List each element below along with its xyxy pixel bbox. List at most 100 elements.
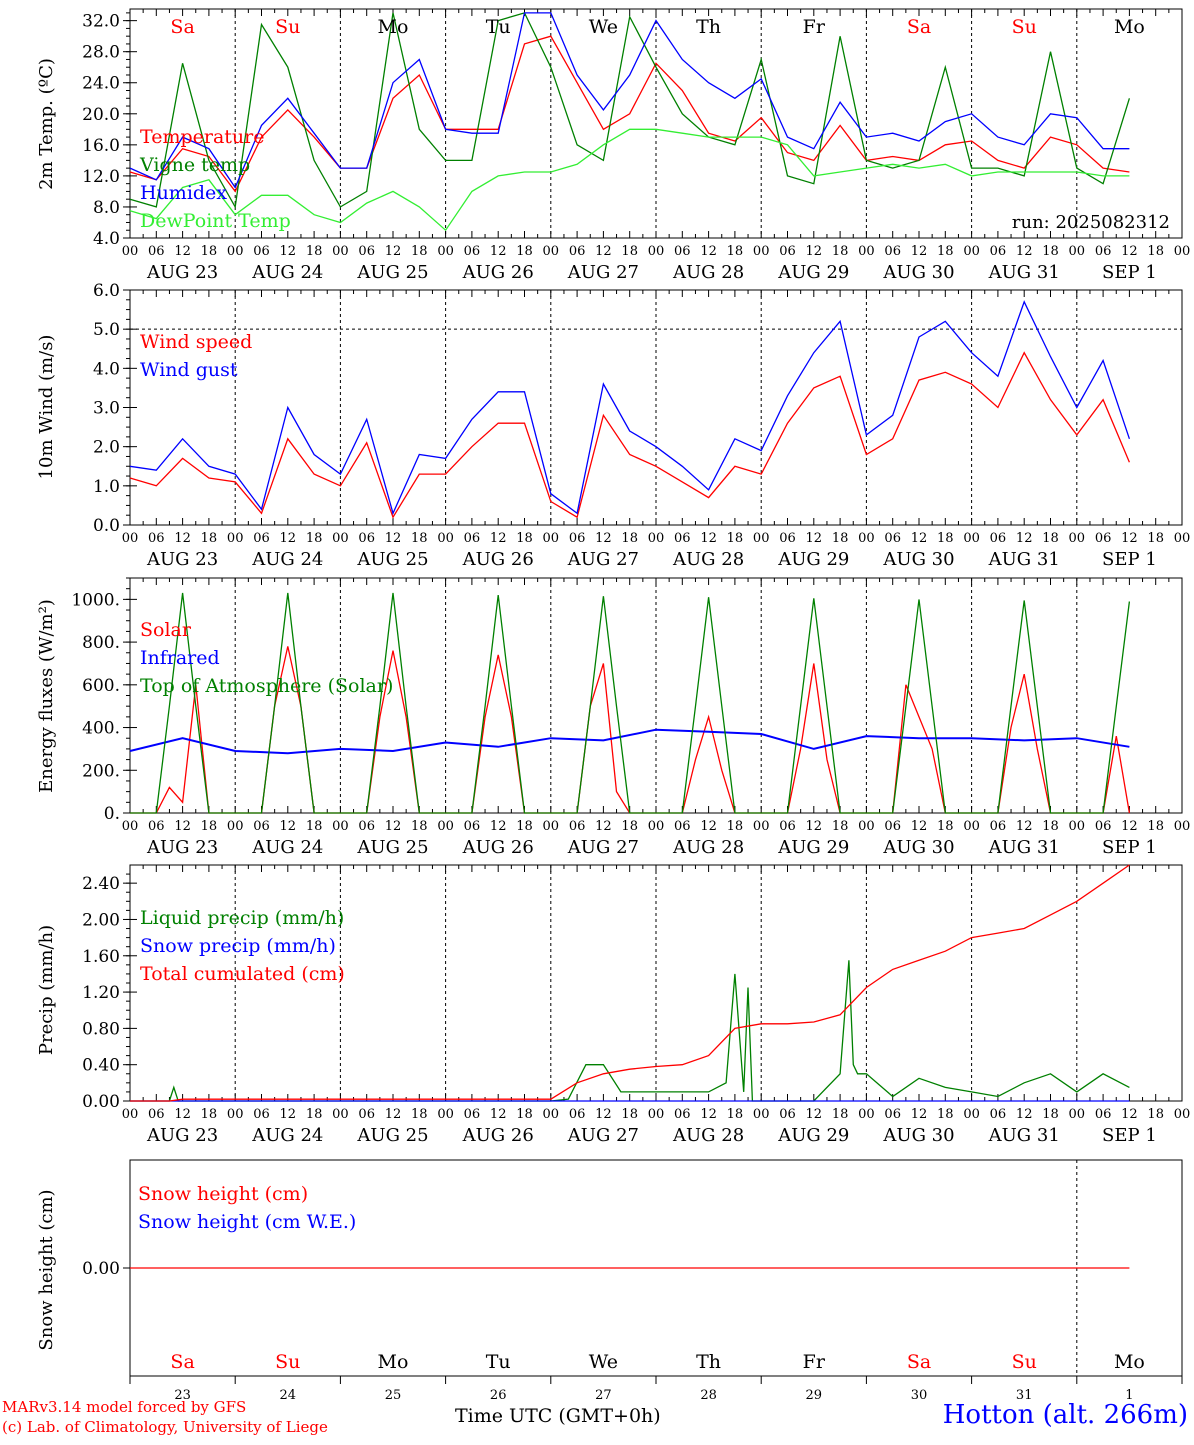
date-label: AUG 28 <box>672 837 744 858</box>
hour-tick-label: 12 <box>595 244 612 259</box>
y-tick-label: 600. <box>82 676 120 696</box>
hour-tick-label: 18 <box>411 531 428 546</box>
hour-tick-label: 18 <box>832 244 849 259</box>
y-tick-label: 800. <box>82 633 120 653</box>
hour-tick-label: 06 <box>779 244 796 259</box>
y-tick-label: 0.00 <box>82 1092 120 1112</box>
hour-tick-label: 12 <box>1121 531 1138 546</box>
y-axis-label: 2m Temp. (ºC) <box>36 58 57 190</box>
hour-tick-label: 12 <box>280 819 297 834</box>
hour-tick-label: 12 <box>911 244 928 259</box>
hour-tick-label: 12 <box>806 819 823 834</box>
hour-tick-label: 12 <box>700 1107 717 1122</box>
hour-tick-label: 18 <box>516 819 533 834</box>
hour-tick-label: 18 <box>1147 819 1164 834</box>
hour-tick-label: 18 <box>937 1107 954 1122</box>
date-label: AUG 28 <box>672 549 744 570</box>
date-label: AUG 26 <box>462 549 534 570</box>
hour-tick-label: 06 <box>358 531 375 546</box>
date-label: AUG 26 <box>462 262 534 283</box>
hour-tick-label: 12 <box>595 819 612 834</box>
date-label: AUG 26 <box>462 1125 534 1146</box>
date-label: AUG 29 <box>777 1125 849 1146</box>
weekday-label: Sa <box>907 1351 931 1373</box>
date-label: AUG 23 <box>146 1125 218 1146</box>
hour-tick-label: 00 <box>1174 1107 1191 1122</box>
series-line <box>129 300 1131 516</box>
hour-tick-label: 18 <box>832 531 849 546</box>
weekday-label: Th <box>696 16 721 38</box>
hour-tick-label: 00 <box>122 819 139 834</box>
hour-tick-label: 06 <box>990 531 1007 546</box>
hour-tick-label: 06 <box>569 819 586 834</box>
hour-tick-label: 00 <box>648 1107 665 1122</box>
hour-tick-label: 06 <box>990 244 1007 259</box>
hour-tick-label: 12 <box>490 819 507 834</box>
date-label: AUG 27 <box>567 837 639 858</box>
y-tick-label: 2.40 <box>82 874 120 894</box>
y-tick-label: 4.0 <box>93 229 120 249</box>
hour-tick-label: 00 <box>437 1107 454 1122</box>
legend-entry: Liquid precip (mm/h) <box>140 907 344 929</box>
legend-entry: Wind speed <box>140 331 252 353</box>
hour-tick-label: 06 <box>779 819 796 834</box>
hour-tick-label: 00 <box>1069 531 1086 546</box>
y-tick-label: 400. <box>82 719 120 739</box>
day-number-label: 31 <box>1016 1388 1033 1403</box>
hour-tick-label: 12 <box>1121 244 1138 259</box>
hour-tick-label: 00 <box>1069 244 1086 259</box>
date-label: AUG 31 <box>988 1125 1060 1146</box>
hour-tick-label: 06 <box>358 244 375 259</box>
legend-entry: Top of Atmosphere (Solar) <box>140 675 393 697</box>
day-number-label: 26 <box>490 1388 507 1403</box>
hour-tick-label: 06 <box>569 531 586 546</box>
legend-entry: Snow height (cm) <box>138 1183 308 1205</box>
hour-tick-label: 00 <box>437 819 454 834</box>
date-label: AUG 24 <box>251 549 323 570</box>
weekday-label: Tu <box>486 16 511 38</box>
hour-tick-label: 18 <box>306 819 323 834</box>
date-label: AUG 23 <box>146 262 218 283</box>
hour-tick-label: 00 <box>648 531 665 546</box>
hour-tick-label: 06 <box>148 244 165 259</box>
date-label: AUG 30 <box>882 837 954 858</box>
hour-tick-label: 06 <box>674 531 691 546</box>
hour-tick-label: 18 <box>201 531 218 546</box>
hour-tick-label: 12 <box>700 531 717 546</box>
date-label: AUG 28 <box>672 1125 744 1146</box>
hour-tick-label: 12 <box>1121 1107 1138 1122</box>
legend-entry: Vigne temp <box>139 154 250 176</box>
hour-tick-label: 18 <box>937 244 954 259</box>
hour-tick-label: 00 <box>1174 531 1191 546</box>
hour-tick-label: 12 <box>911 819 928 834</box>
weekday-label: Mo <box>1114 1351 1145 1373</box>
hour-tick-label: 00 <box>543 819 560 834</box>
weekday-label: Tu <box>486 1351 511 1373</box>
hour-tick-label: 00 <box>753 244 770 259</box>
hour-tick-label: 06 <box>674 244 691 259</box>
hour-tick-label: 06 <box>253 531 270 546</box>
hour-tick-label: 18 <box>1042 531 1059 546</box>
hour-tick-label: 00 <box>648 244 665 259</box>
date-label: AUG 31 <box>988 549 1060 570</box>
y-tick-label: 28.0 <box>82 43 120 63</box>
y-tick-label: 0.0 <box>93 516 120 536</box>
hour-tick-label: 00 <box>332 531 349 546</box>
hour-tick-label: 00 <box>1174 819 1191 834</box>
hour-tick-label: 12 <box>385 244 402 259</box>
weekday-label: Mo <box>378 1351 409 1373</box>
hour-tick-label: 18 <box>727 1107 744 1122</box>
date-label: AUG 29 <box>777 262 849 283</box>
hour-tick-label: 18 <box>411 244 428 259</box>
y-tick-label: 1.20 <box>82 983 120 1003</box>
hour-tick-label: 00 <box>753 1107 770 1122</box>
hour-tick-label: 06 <box>569 244 586 259</box>
hour-tick-label: 12 <box>595 531 612 546</box>
hour-tick-label: 12 <box>280 244 297 259</box>
hour-tick-label: 18 <box>1147 244 1164 259</box>
date-label: AUG 24 <box>251 1125 323 1146</box>
date-label: AUG 27 <box>567 1125 639 1146</box>
hour-tick-label: 00 <box>963 1107 980 1122</box>
legend-entry: Temperature <box>140 126 264 148</box>
hour-tick-label: 06 <box>779 531 796 546</box>
